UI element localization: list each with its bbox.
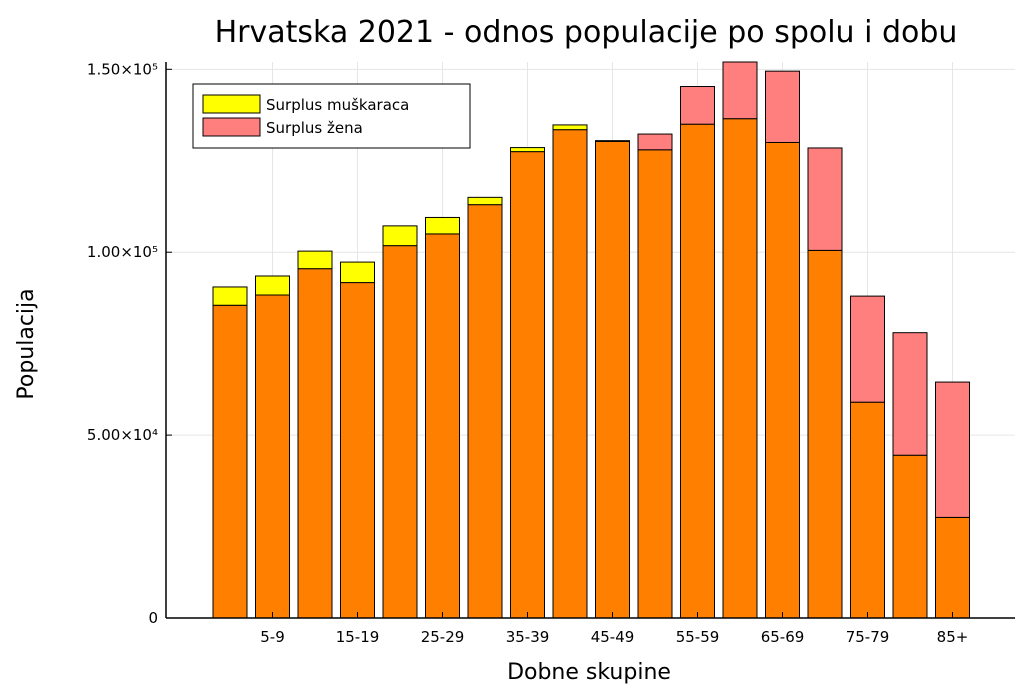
bar-overlap xyxy=(425,233,460,619)
bar-surplus-male xyxy=(552,124,588,131)
bar-surplus-male xyxy=(467,196,503,206)
bar-surplus-male xyxy=(255,275,290,296)
bar-overlap xyxy=(552,129,588,619)
bars xyxy=(212,61,970,619)
legend-label-female: Surplus žena xyxy=(266,119,363,137)
x-tick-label: 85+ xyxy=(937,628,969,646)
bar-surplus-female xyxy=(892,332,928,456)
bar-surplus-male xyxy=(340,261,375,284)
legend-swatch-male xyxy=(202,94,261,114)
bar-surplus-female xyxy=(680,86,715,125)
chart-title: Hrvatska 2021 - odnos populacije po spol… xyxy=(215,15,958,50)
bar-surplus-male xyxy=(212,286,248,306)
bar-surplus-male xyxy=(297,250,333,270)
bar-surplus-male xyxy=(382,225,418,247)
bar-surplus-male xyxy=(425,216,460,235)
bar-overlap xyxy=(382,245,418,619)
bar-surplus-female xyxy=(595,140,630,142)
y-tick-label: 0 xyxy=(148,609,158,627)
legend: Surplus muškaraca Surplus žena xyxy=(192,83,471,149)
bar-overlap xyxy=(892,454,928,619)
x-axis-label: Dobne skupine xyxy=(507,660,671,685)
bar-overlap xyxy=(510,151,545,619)
legend-box xyxy=(192,83,471,149)
bar-overlap xyxy=(807,249,843,619)
y-axis-label: Populacija xyxy=(14,288,39,399)
bar-surplus-female xyxy=(722,61,758,120)
x-tick-label: 15-19 xyxy=(336,628,380,646)
legend-label-male: Surplus muškaraca xyxy=(266,96,409,114)
bar-surplus-female xyxy=(765,70,800,143)
bar-overlap xyxy=(765,141,800,619)
bar-surplus-female xyxy=(637,133,673,151)
bar-overlap xyxy=(212,304,248,619)
bar-overlap xyxy=(850,401,885,619)
tick-labels: 0 5.00×10⁴ 1.00×10⁵ 1.50×10⁵ 5-9 15-19 25-29 35… xyxy=(87,60,968,646)
bar-overlap xyxy=(340,282,375,619)
bar-surplus-female xyxy=(850,295,885,403)
x-tick-label: 75-79 xyxy=(846,628,890,646)
x-tick-label: 45-49 xyxy=(591,628,635,646)
bar-overlap xyxy=(467,204,503,619)
legend-swatch-female xyxy=(202,117,261,137)
x-tick-label: 5-9 xyxy=(260,628,285,646)
x-tick-label: 35-39 xyxy=(506,628,550,646)
y-tick-label: 5.00×10⁴ xyxy=(87,426,158,444)
axes xyxy=(165,62,1015,619)
bar-overlap xyxy=(297,268,333,619)
bar-surplus-female xyxy=(935,381,970,518)
x-tick-label: 55-59 xyxy=(676,628,720,646)
x-tick-label: 25-29 xyxy=(421,628,465,646)
x-tick-label: 65-69 xyxy=(761,628,805,646)
bar-overlap xyxy=(680,123,715,619)
bar-overlap xyxy=(595,140,630,619)
y-tick-label: 1.50×10⁵ xyxy=(87,60,158,78)
y-tick-label: 1.00×10⁵ xyxy=(87,243,158,261)
bar-overlap xyxy=(722,118,758,619)
bar-surplus-female xyxy=(807,147,843,251)
bar-surplus-male xyxy=(510,147,545,153)
bar-overlap xyxy=(637,149,673,619)
bar-overlap xyxy=(255,294,290,619)
bar-overlap xyxy=(935,516,970,619)
